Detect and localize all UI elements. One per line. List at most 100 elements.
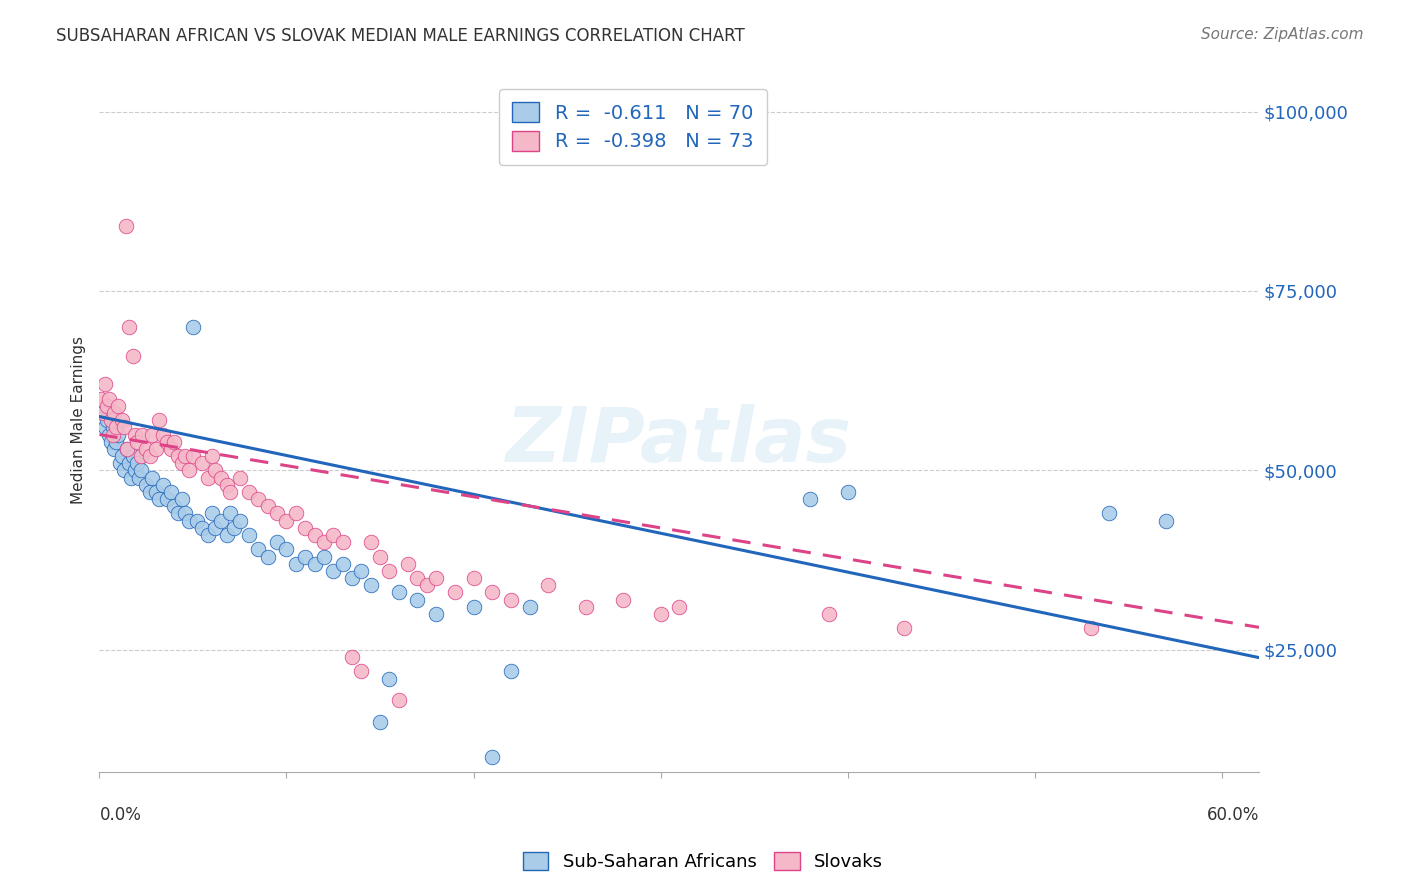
Point	[101, 427, 124, 442]
Point	[105, 434, 128, 449]
Point	[312, 549, 335, 564]
Y-axis label: Median Male Earnings: Median Male Earnings	[72, 336, 86, 504]
Point	[219, 507, 242, 521]
Point	[304, 557, 326, 571]
Point	[191, 521, 214, 535]
Point	[145, 485, 167, 500]
Point	[91, 406, 114, 420]
Point	[96, 399, 118, 413]
Point	[100, 434, 122, 449]
Point	[276, 514, 298, 528]
Point	[163, 500, 186, 514]
Point	[186, 514, 208, 528]
Point	[360, 578, 382, 592]
Point	[96, 413, 118, 427]
Text: 0.0%: 0.0%	[100, 806, 142, 824]
Point	[129, 463, 152, 477]
Point	[174, 507, 197, 521]
Point	[118, 456, 141, 470]
Point	[388, 585, 411, 599]
Point	[122, 449, 145, 463]
Point	[481, 750, 503, 764]
Point	[94, 420, 117, 434]
Point	[256, 500, 278, 514]
Point	[122, 349, 145, 363]
Point	[163, 434, 186, 449]
Point	[107, 399, 129, 413]
Point	[135, 442, 157, 456]
Point	[368, 714, 391, 729]
Point	[332, 557, 354, 571]
Point	[228, 470, 250, 484]
Point	[97, 427, 120, 442]
Point	[481, 585, 503, 599]
Point	[378, 672, 401, 686]
Point	[266, 507, 288, 521]
Legend: R =  -0.611   N = 70, R =  -0.398   N = 73: R = -0.611 N = 70, R = -0.398 N = 73	[499, 89, 768, 165]
Point	[111, 413, 134, 427]
Point	[108, 456, 131, 470]
Point	[304, 528, 326, 542]
Point	[650, 607, 672, 621]
Point	[120, 470, 142, 484]
Point	[406, 571, 429, 585]
Point	[112, 420, 135, 434]
Point	[174, 449, 197, 463]
Point	[112, 463, 135, 477]
Point	[111, 449, 134, 463]
Point	[191, 456, 214, 470]
Point	[125, 434, 148, 449]
Point	[238, 528, 260, 542]
Point	[97, 392, 120, 406]
Point	[215, 477, 238, 491]
Text: ZIPatlas: ZIPatlas	[506, 404, 852, 478]
Point	[145, 442, 167, 456]
Point	[124, 427, 146, 442]
Point	[181, 449, 204, 463]
Point	[425, 607, 447, 621]
Point	[228, 514, 250, 528]
Point	[416, 578, 439, 592]
Point	[294, 521, 316, 535]
Point	[128, 470, 150, 484]
Point	[499, 665, 522, 679]
Point	[284, 557, 307, 571]
Point	[537, 578, 560, 592]
Point	[247, 542, 270, 557]
Point	[668, 599, 690, 614]
Point	[197, 528, 219, 542]
Point	[197, 470, 219, 484]
Point	[159, 442, 181, 456]
Point	[181, 319, 204, 334]
Point	[893, 621, 915, 635]
Point	[91, 406, 114, 420]
Point	[256, 549, 278, 564]
Point	[101, 420, 124, 434]
Point	[247, 492, 270, 507]
Point	[152, 427, 174, 442]
Text: SUBSAHARAN AFRICAN VS SLOVAK MEDIAN MALE EARNINGS CORRELATION CHART: SUBSAHARAN AFRICAN VS SLOVAK MEDIAN MALE…	[56, 27, 745, 45]
Point	[350, 564, 373, 578]
Point	[170, 456, 193, 470]
Point	[209, 514, 232, 528]
Point	[276, 542, 298, 557]
Point	[406, 592, 429, 607]
Text: 60.0%: 60.0%	[1206, 806, 1260, 824]
Point	[167, 507, 190, 521]
Point	[238, 485, 260, 500]
Point	[100, 413, 122, 427]
Point	[141, 427, 163, 442]
Point	[799, 492, 821, 507]
Point	[322, 564, 344, 578]
Point	[201, 507, 224, 521]
Point	[156, 492, 179, 507]
Point	[378, 564, 401, 578]
Point	[159, 485, 181, 500]
Point	[368, 549, 391, 564]
Point	[463, 571, 485, 585]
Point	[125, 456, 148, 470]
Point	[350, 665, 373, 679]
Point	[443, 585, 465, 599]
Point	[118, 319, 141, 334]
Point	[1098, 507, 1121, 521]
